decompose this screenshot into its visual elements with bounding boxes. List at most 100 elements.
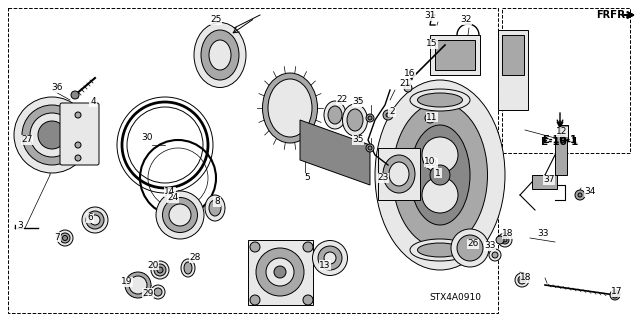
Circle shape: [75, 142, 81, 148]
Ellipse shape: [262, 73, 317, 143]
Ellipse shape: [157, 267, 163, 273]
Circle shape: [383, 110, 393, 120]
Ellipse shape: [392, 102, 488, 248]
Ellipse shape: [312, 241, 348, 276]
Text: 30: 30: [141, 133, 153, 143]
Ellipse shape: [181, 259, 195, 277]
Text: 21: 21: [399, 79, 411, 88]
Text: 23: 23: [378, 174, 388, 182]
Text: 15: 15: [426, 40, 438, 48]
Circle shape: [38, 121, 66, 149]
Ellipse shape: [169, 204, 191, 226]
Text: 33: 33: [484, 241, 496, 250]
Ellipse shape: [324, 101, 346, 129]
Circle shape: [22, 105, 82, 165]
Circle shape: [422, 177, 458, 213]
Ellipse shape: [201, 30, 239, 80]
Ellipse shape: [324, 252, 336, 264]
Ellipse shape: [151, 285, 165, 299]
FancyBboxPatch shape: [498, 30, 528, 110]
Text: 29: 29: [142, 288, 154, 298]
Circle shape: [492, 252, 498, 258]
Ellipse shape: [129, 276, 147, 294]
Circle shape: [520, 278, 524, 282]
Ellipse shape: [451, 229, 489, 267]
Circle shape: [610, 290, 620, 300]
Ellipse shape: [328, 106, 342, 124]
Circle shape: [515, 273, 529, 287]
Circle shape: [404, 84, 412, 92]
Ellipse shape: [156, 191, 204, 239]
Text: 22: 22: [337, 95, 348, 105]
Circle shape: [368, 116, 372, 120]
Circle shape: [425, 113, 435, 123]
Text: 13: 13: [319, 261, 331, 270]
Ellipse shape: [375, 80, 505, 270]
Circle shape: [366, 144, 374, 152]
Circle shape: [303, 295, 313, 305]
Text: 18: 18: [520, 273, 532, 283]
Text: 19: 19: [121, 278, 132, 286]
Text: 28: 28: [189, 254, 201, 263]
Polygon shape: [300, 120, 370, 185]
Ellipse shape: [383, 155, 415, 193]
FancyBboxPatch shape: [60, 103, 99, 165]
Ellipse shape: [154, 288, 162, 296]
Ellipse shape: [125, 272, 151, 298]
Text: 3: 3: [17, 221, 23, 231]
Circle shape: [366, 114, 374, 122]
Ellipse shape: [417, 243, 463, 257]
Text: 26: 26: [467, 240, 479, 249]
FancyBboxPatch shape: [560, 125, 568, 140]
Text: 32: 32: [460, 16, 472, 25]
Ellipse shape: [457, 235, 483, 261]
Text: 33: 33: [537, 228, 548, 238]
Circle shape: [30, 113, 74, 157]
FancyBboxPatch shape: [248, 240, 313, 305]
Ellipse shape: [342, 104, 367, 136]
Circle shape: [386, 113, 390, 117]
Text: 37: 37: [543, 175, 555, 184]
Circle shape: [498, 233, 512, 247]
Ellipse shape: [63, 235, 67, 241]
Text: 16: 16: [404, 69, 416, 78]
Ellipse shape: [154, 264, 166, 276]
Text: E-10-1: E-10-1: [543, 135, 577, 145]
Text: 35: 35: [352, 136, 364, 145]
FancyBboxPatch shape: [502, 35, 524, 75]
Circle shape: [71, 91, 79, 99]
Text: 17: 17: [611, 287, 623, 296]
Text: 14: 14: [164, 188, 176, 197]
Ellipse shape: [417, 93, 463, 107]
Ellipse shape: [60, 233, 70, 243]
Text: STX4A0910: STX4A0910: [429, 293, 481, 302]
Circle shape: [612, 292, 618, 298]
Ellipse shape: [410, 89, 470, 111]
Text: 35: 35: [352, 98, 364, 107]
FancyBboxPatch shape: [435, 40, 475, 70]
Circle shape: [368, 146, 372, 150]
Circle shape: [503, 238, 507, 242]
Circle shape: [75, 112, 81, 118]
Circle shape: [422, 137, 458, 173]
Text: 10: 10: [426, 159, 438, 167]
Ellipse shape: [389, 162, 409, 186]
Ellipse shape: [205, 195, 225, 221]
Ellipse shape: [209, 40, 231, 70]
Circle shape: [496, 236, 504, 244]
Circle shape: [518, 276, 526, 284]
Text: 4: 4: [90, 98, 96, 107]
Circle shape: [250, 295, 260, 305]
Text: 1: 1: [435, 168, 441, 177]
Text: 20: 20: [147, 261, 159, 270]
Text: 31: 31: [424, 11, 436, 20]
Ellipse shape: [410, 239, 470, 261]
Ellipse shape: [184, 262, 192, 274]
Text: 36: 36: [51, 84, 63, 93]
Text: 11: 11: [426, 113, 438, 122]
Text: 12: 12: [556, 128, 568, 137]
Text: FR.: FR.: [596, 10, 614, 20]
Circle shape: [430, 165, 450, 185]
Text: 24: 24: [168, 194, 179, 203]
Text: 2: 2: [389, 108, 395, 116]
